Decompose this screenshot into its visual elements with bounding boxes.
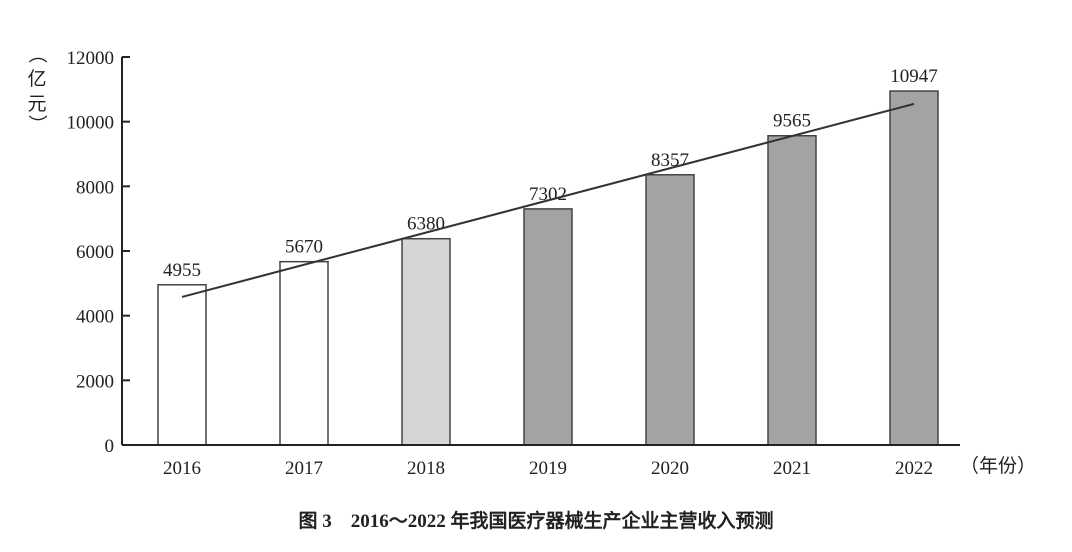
- data-label: 9565: [773, 111, 811, 132]
- bar-2017: [279, 260, 329, 446]
- x-axis: 2016 2017 2018 2019 2020 2021 2022: [122, 444, 960, 479]
- bar-2020: [645, 174, 695, 446]
- y-tick-label: 8000: [76, 177, 114, 198]
- x-tick-label: 2016: [163, 458, 201, 479]
- x-tick-label: 2019: [529, 458, 567, 479]
- bar-2019: [523, 208, 573, 446]
- y-label-char: 亿: [27, 68, 46, 90]
- data-label: 4955: [163, 260, 201, 281]
- y-tick-label: 6000: [76, 242, 114, 263]
- bar-2021: [767, 134, 817, 446]
- bar-2022: [889, 90, 939, 446]
- y-tick-label: 12000: [67, 48, 115, 69]
- x-tick-label: 2020: [651, 458, 689, 479]
- y-tick-label: 10000: [67, 113, 115, 134]
- y-axis-label: （ 亿元）: [26, 44, 48, 133]
- x-tick-label: 2021: [773, 458, 811, 479]
- chart-title: 图 3 2016～2022 年我国医疗器械生产企业主营收入预测: [298, 509, 773, 532]
- y-tick-label: 4000: [76, 307, 114, 328]
- data-label: 5670: [285, 237, 323, 258]
- y-axis: 0 2000 4000 6000 8000 10000 12000: [67, 48, 130, 457]
- data-label: 10947: [890, 66, 938, 87]
- bar-2018: [401, 237, 451, 446]
- trend-line: [181, 102, 915, 298]
- x-tick-label: 2018: [407, 458, 445, 479]
- data-label: 7302: [529, 184, 567, 205]
- y-label-char: 元: [27, 94, 46, 115]
- x-tick-label: 2017: [285, 458, 323, 479]
- y-label-char: ）: [26, 114, 48, 133]
- y-tick-label: 0: [105, 436, 115, 457]
- x-tick-label: 2022: [895, 458, 933, 479]
- x-axis-label: （年份）: [960, 455, 1036, 477]
- y-tick-label: 2000: [76, 371, 114, 392]
- bar-2016: [157, 284, 207, 446]
- y-label-char: （: [26, 44, 48, 63]
